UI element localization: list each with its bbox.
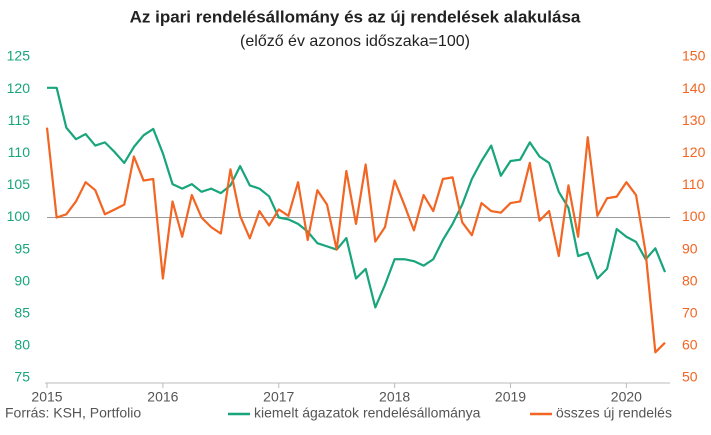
- y2-tick-label: 150: [682, 48, 706, 64]
- y2-tick-label: 120: [682, 144, 706, 160]
- x-tick-label: 2019: [495, 389, 526, 405]
- y-tick-label: 75: [14, 369, 30, 385]
- y2-tick-label: 70: [682, 305, 698, 321]
- chart-title: Az ipari rendelésállomány és az új rende…: [130, 7, 581, 26]
- y-tick-label: 120: [7, 80, 31, 96]
- x-tick-label: 2017: [263, 389, 294, 405]
- line-series: [47, 86, 667, 309]
- y-tick-label: 90: [14, 272, 30, 288]
- x-tick-label: 2018: [379, 389, 410, 405]
- y-tick-label: 85: [14, 305, 30, 321]
- y2-tick-label: 50: [682, 369, 698, 385]
- y2-tick-label: 110: [682, 176, 705, 192]
- y2-tick-label: 140: [682, 80, 706, 96]
- y-tick-label: 110: [8, 144, 31, 160]
- y2-tick-label: 100: [682, 208, 706, 224]
- y2-tick-label: 90: [682, 240, 698, 256]
- y-tick-label: 125: [7, 48, 31, 64]
- y-tick-label: 115: [8, 112, 31, 128]
- y-tick-label: 95: [14, 240, 30, 256]
- y2-tick-label: 60: [682, 337, 698, 353]
- legend-label: kiemelt ágazatok rendelésállománya: [254, 405, 481, 421]
- y-tick-label: 100: [7, 208, 31, 224]
- chart-subtitle: (előző év azonos időszaka=100): [240, 33, 470, 50]
- y2-tick-label: 130: [682, 112, 706, 128]
- legend-label: összes új rendelés: [556, 405, 672, 421]
- x-tick-label: 2015: [31, 389, 62, 405]
- line-series: [45, 127, 666, 354]
- y-tick-label: 105: [7, 176, 31, 192]
- x-tick-label: 2020: [611, 389, 642, 405]
- y-tick-label: 80: [14, 337, 30, 353]
- source: Forrás: KSH, Portfolio: [5, 405, 141, 421]
- x-tick-label: 2016: [147, 389, 178, 405]
- y2-tick-label: 80: [682, 272, 698, 288]
